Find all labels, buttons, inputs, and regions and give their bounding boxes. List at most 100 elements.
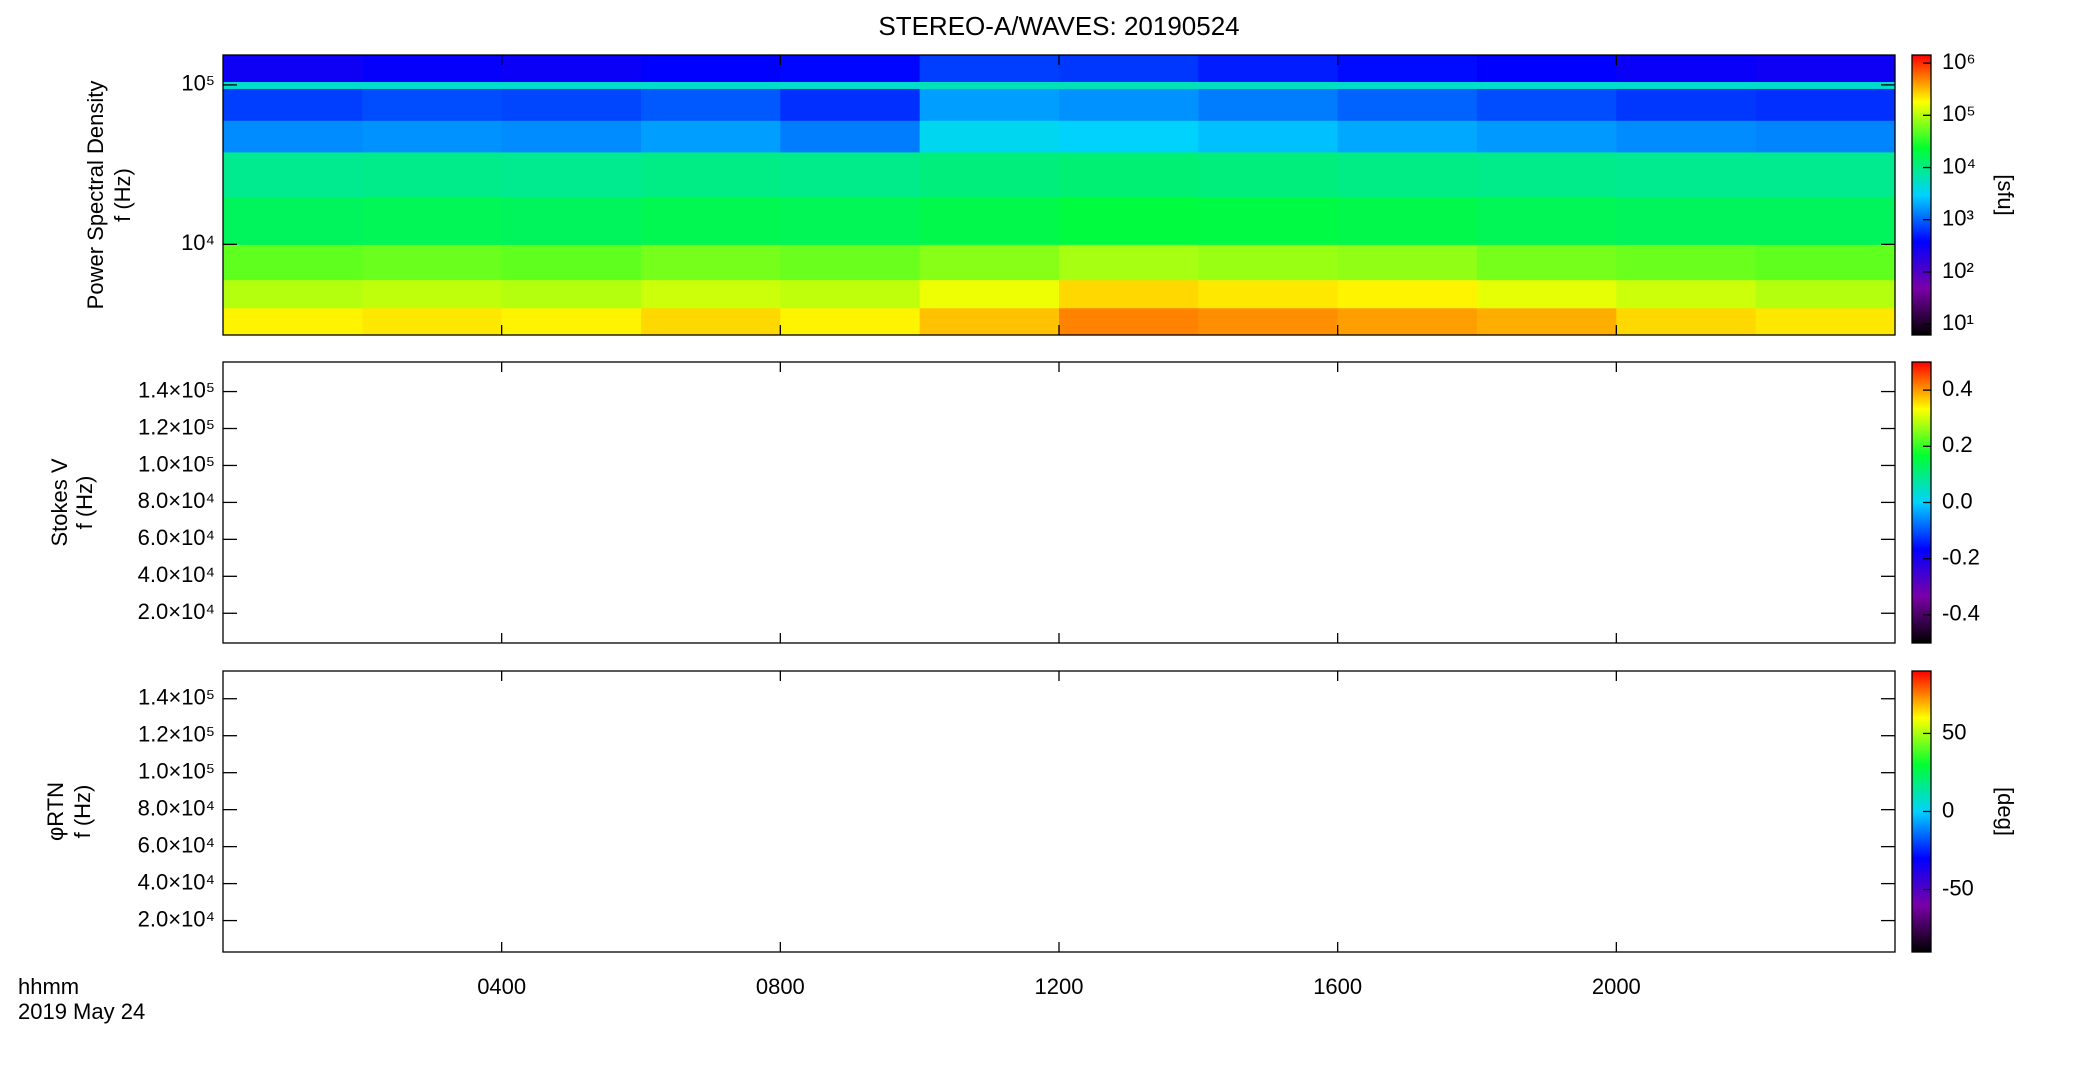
y-tick-label: 1.2×10⁵ xyxy=(138,722,215,747)
heatmap-cell xyxy=(1477,120,1617,153)
heatmap-cell xyxy=(501,307,642,336)
heatmap-cell xyxy=(641,244,781,281)
heatmap-cell xyxy=(780,244,921,281)
colorbar-tick-label: 50 xyxy=(1942,719,1966,744)
heatmap-cell xyxy=(780,55,921,83)
heatmap-cell xyxy=(1616,196,1757,245)
heatmap-cell xyxy=(1616,88,1757,121)
colorbar-label: [deg] xyxy=(1993,787,2018,836)
colorbar-tick-label: 10⁶ xyxy=(1942,49,1976,74)
heatmap-cell xyxy=(641,151,781,197)
heatmap-cell xyxy=(780,120,921,153)
heatmap-cell xyxy=(501,279,642,309)
heatmap-cell xyxy=(1616,81,1757,89)
heatmap-cell xyxy=(501,55,642,83)
y-tick-label: 1.0×10⁵ xyxy=(138,451,215,476)
heatmap-cell xyxy=(501,244,642,281)
heatmap-cell xyxy=(1198,244,1339,281)
heatmap-cell xyxy=(223,244,363,281)
heatmap-cell xyxy=(362,307,503,336)
heatmap-cell xyxy=(223,81,363,89)
heatmap-cell xyxy=(919,244,1060,281)
colorbar-tick-label: 0 xyxy=(1942,797,1954,822)
heatmap-cell xyxy=(223,307,363,336)
heatmap-cell xyxy=(362,88,503,121)
heatmap-cell xyxy=(1059,244,1199,281)
y-axis-label: Stokes V xyxy=(47,458,72,546)
y-tick-label: 1.0×10⁵ xyxy=(138,758,215,783)
heatmap-cell xyxy=(919,307,1060,336)
heatmap-cell xyxy=(1755,196,1896,245)
chart-title: STEREO-A/WAVES: 20190524 xyxy=(878,11,1239,41)
colorbar-tick-label: 0.2 xyxy=(1942,432,1973,457)
heatmap-cell xyxy=(1755,279,1896,309)
heatmap-cell xyxy=(919,88,1060,121)
colorbar-tick-label: 10⁴ xyxy=(1942,153,1976,178)
heatmap-cell xyxy=(362,81,503,89)
heatmap-cell xyxy=(1755,244,1896,281)
heatmap-cell xyxy=(919,279,1060,309)
heatmap-cell xyxy=(223,55,363,83)
heatmap-cell xyxy=(1616,244,1757,281)
x-axis-label: 2019 May 24 xyxy=(18,999,145,1024)
heatmap-cell xyxy=(362,151,503,197)
colorbar xyxy=(1912,671,1931,952)
heatmap-cell xyxy=(1477,55,1617,83)
heatmap-cell xyxy=(1477,279,1617,309)
colorbar-tick-label: 10³ xyxy=(1942,206,1974,231)
y-tick-label: 10⁵ xyxy=(181,71,215,96)
heatmap-cell xyxy=(223,196,363,245)
heatmap-cell xyxy=(1755,55,1896,83)
heatmap-cell xyxy=(1337,307,1478,336)
heatmap-cell xyxy=(1059,279,1199,309)
y-tick-label: 1.4×10⁵ xyxy=(138,377,215,402)
heatmap-cell xyxy=(1198,196,1339,245)
heatmap-cell xyxy=(780,196,921,245)
x-tick-label: 2000 xyxy=(1592,974,1641,999)
heatmap-cell xyxy=(223,279,363,309)
y-tick-label: 8.0×10⁴ xyxy=(138,488,215,513)
heatmap-cell xyxy=(1198,88,1339,121)
heatmap-cell xyxy=(1755,151,1896,197)
heatmap-cell xyxy=(641,279,781,309)
x-tick-label: 0400 xyxy=(477,974,526,999)
heatmap-cell xyxy=(501,151,642,197)
heatmap-cell xyxy=(1616,279,1757,309)
heatmap-cell xyxy=(919,151,1060,197)
heatmap-cell xyxy=(1477,307,1617,336)
heatmap-cell xyxy=(1059,196,1199,245)
heatmap-cell xyxy=(1337,151,1478,197)
y-tick-label: 2.0×10⁴ xyxy=(138,906,215,931)
heatmap-cell xyxy=(1198,151,1339,197)
colorbar-tick-label: 10² xyxy=(1942,258,1974,283)
heatmap-cell xyxy=(1616,120,1757,153)
colorbar-tick-label: -0.2 xyxy=(1942,545,1980,570)
heatmap-cell xyxy=(1477,88,1617,121)
heatmap-cell xyxy=(362,244,503,281)
heatmap-cell xyxy=(1198,55,1339,83)
heatmap-cell xyxy=(780,88,921,121)
heatmap-cell xyxy=(1477,81,1617,89)
colorbar-tick-label: 10⁵ xyxy=(1942,101,1976,126)
heatmap-cell xyxy=(1477,196,1617,245)
heatmap-cell xyxy=(919,55,1060,83)
y-axis-label: φRTN xyxy=(43,782,68,841)
y-tick-label: 1.2×10⁵ xyxy=(138,414,215,439)
colorbar xyxy=(1912,55,1931,335)
heatmap-cell xyxy=(501,196,642,245)
heatmap-cell xyxy=(641,88,781,121)
heatmap-cell xyxy=(1755,81,1896,89)
colorbar-tick-label: 10¹ xyxy=(1942,310,1974,335)
heatmap-cell xyxy=(501,88,642,121)
y-tick-label: 6.0×10⁴ xyxy=(138,525,215,550)
heatmap-cell xyxy=(1198,81,1339,89)
colorbar xyxy=(1912,362,1931,643)
heatmap-cell xyxy=(1337,120,1478,153)
colorbar-tick-label: 0.0 xyxy=(1942,488,1973,513)
heatmap-cell xyxy=(1337,88,1478,121)
heatmap-cell xyxy=(780,81,921,89)
heatmap-cell xyxy=(1477,151,1617,197)
plot-frame xyxy=(222,361,1896,644)
heatmap-cell xyxy=(362,196,503,245)
y-axis-label: f (Hz) xyxy=(72,476,97,530)
